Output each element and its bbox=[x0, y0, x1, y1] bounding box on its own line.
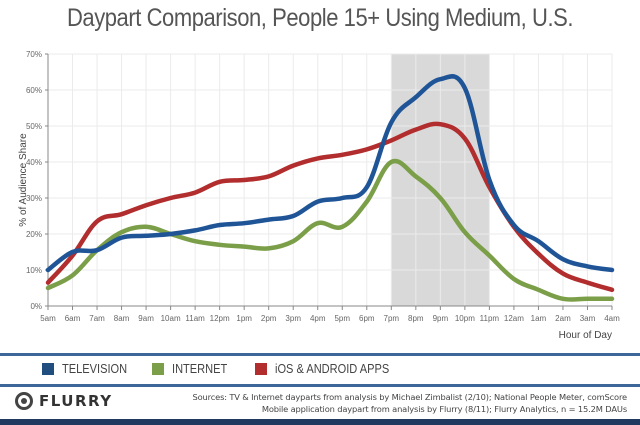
legend-bottom-rule bbox=[0, 384, 640, 387]
legend-top-rule bbox=[0, 353, 640, 356]
x-tick-label: 7am bbox=[89, 314, 105, 323]
legend-swatch-television bbox=[42, 362, 54, 375]
legend-label-internet: INTERNET bbox=[172, 361, 228, 376]
sources-note: Sources: TV & Internet dayparts from ana… bbox=[192, 391, 627, 415]
series-line-television bbox=[45, 74, 615, 273]
x-tick-label: 9pm bbox=[433, 314, 449, 323]
y-tick-label: 50% bbox=[26, 122, 42, 131]
y-tick-label: 40% bbox=[26, 158, 42, 167]
legend-item-television: TELEVISION bbox=[42, 361, 139, 376]
legend-item-apps: iOS & ANDROID APPS bbox=[255, 361, 409, 376]
y-tick-label: 20% bbox=[26, 230, 42, 239]
sources-line-1: Sources: TV & Internet dayparts from ana… bbox=[192, 392, 627, 402]
x-tick-label: 11am bbox=[185, 314, 205, 323]
x-tick-label: 9am bbox=[138, 314, 154, 323]
x-tick-label: 8am bbox=[114, 314, 130, 323]
x-tick-label: 11pm bbox=[480, 314, 500, 323]
y-tick-label: 30% bbox=[26, 194, 42, 203]
legend-label-apps: iOS & ANDROID APPS bbox=[275, 361, 390, 376]
x-tick-label: 7pm bbox=[384, 314, 400, 323]
axes-layer: 0% 10% 20% 30% 40% 50% 60% 70% 5am 6am 7am 8am 9am 10… bbox=[26, 50, 620, 323]
x-tick-label: 12pm bbox=[210, 314, 230, 323]
legend: TELEVISION INTERNET iOS & ANDROID APPS bbox=[0, 357, 640, 383]
x-tick-label: 4pm bbox=[310, 314, 326, 323]
x-tick-label: 12am bbox=[504, 314, 524, 323]
flurry-logo-text: FLURRY bbox=[39, 392, 113, 410]
legend-label-television: TELEVISION bbox=[62, 361, 128, 376]
x-tick-label: 2pm bbox=[261, 314, 277, 323]
x-tick-label: 2am bbox=[555, 314, 571, 323]
x-tick-label: 10pm bbox=[455, 314, 475, 323]
flurry-logo-icon bbox=[15, 392, 33, 410]
y-tick-label: 0% bbox=[30, 302, 42, 311]
legend-swatch-apps bbox=[255, 362, 267, 375]
x-tick-label: 5pm bbox=[334, 314, 350, 323]
x-tick-label: 3am bbox=[580, 314, 596, 323]
y-tick-label: 60% bbox=[26, 86, 42, 95]
x-tick-label: 6am bbox=[65, 314, 81, 323]
legend-swatch-internet bbox=[152, 362, 164, 375]
x-axis-label: Hour of Day bbox=[559, 330, 612, 341]
y-tick-label: 10% bbox=[26, 266, 42, 275]
footer-bar bbox=[0, 419, 640, 425]
y-axis-label: % of Audience Share bbox=[18, 133, 29, 227]
sources-line-2: Mobile application daypart from analysis… bbox=[261, 404, 627, 414]
line-chart: 0% 10% 20% 30% 40% 50% 60% 70% 5am 6am 7am 8am 9am 10… bbox=[18, 50, 620, 341]
series-layer bbox=[45, 74, 615, 302]
grid-layer bbox=[48, 53, 613, 306]
x-tick-label: 4am bbox=[604, 314, 620, 323]
legend-item-internet: INTERNET bbox=[152, 361, 237, 376]
flurry-logo: FLURRY bbox=[15, 392, 113, 410]
chart-title: Daypart Comparison, People 15+ Using Med… bbox=[66, 4, 574, 32]
x-tick-label: 1pm bbox=[236, 314, 252, 323]
x-tick-label: 1am bbox=[531, 314, 547, 323]
x-tick-label: 5am bbox=[40, 314, 56, 323]
x-tick-label: 10am bbox=[161, 314, 181, 323]
series-line-internet bbox=[45, 158, 615, 302]
series-line-ios-android-apps bbox=[45, 121, 615, 293]
x-tick-label: 3pm bbox=[285, 314, 301, 323]
x-tick-label: 8pm bbox=[408, 314, 424, 323]
x-tick-label: 6pm bbox=[359, 314, 375, 323]
y-tick-label: 70% bbox=[26, 50, 42, 59]
